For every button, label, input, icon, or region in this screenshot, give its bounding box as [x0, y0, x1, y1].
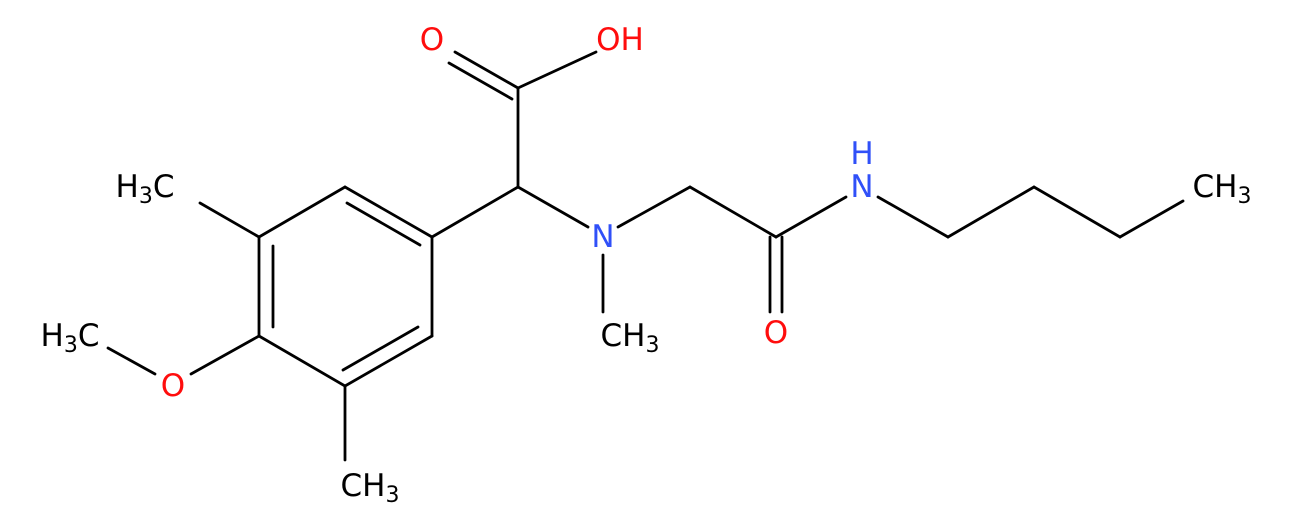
atom-label: H3C — [116, 169, 175, 209]
subscript: 3 — [385, 483, 399, 508]
atom-text: OH — [596, 22, 644, 58]
atom-text: CH — [601, 318, 646, 354]
atom-text: O — [764, 315, 788, 351]
atom-label: CH3 — [1193, 169, 1252, 209]
atom-label: O — [161, 368, 185, 404]
atom-label: CH3 — [341, 468, 400, 508]
atom-label: O — [420, 22, 444, 58]
bonds — [106, 50, 1185, 462]
atom-text: H — [850, 136, 873, 172]
atom-text: CH — [1193, 169, 1238, 205]
subscript: 3 — [64, 333, 78, 358]
atom-text: N — [850, 169, 873, 205]
atom-label: N — [850, 169, 873, 205]
subscript: 3 — [645, 333, 659, 358]
atom-label: OH — [596, 22, 644, 58]
atom-text: CH — [341, 468, 386, 504]
subscript: 3 — [139, 184, 153, 209]
subscript: 3 — [1237, 184, 1251, 209]
atom-text: O — [420, 22, 444, 58]
atom-label: N — [591, 219, 614, 255]
atom-text: C — [153, 169, 175, 205]
atom-text: C — [78, 318, 100, 354]
atom-label: H3C — [41, 318, 100, 358]
atom-label: CH3 — [601, 318, 660, 358]
atom-text: N — [591, 219, 614, 255]
atom-text: H — [116, 169, 139, 205]
atom-text: H — [41, 318, 64, 354]
atom-text: O — [161, 368, 185, 404]
atom-label: O — [764, 315, 788, 351]
atom-label: H — [850, 136, 873, 172]
